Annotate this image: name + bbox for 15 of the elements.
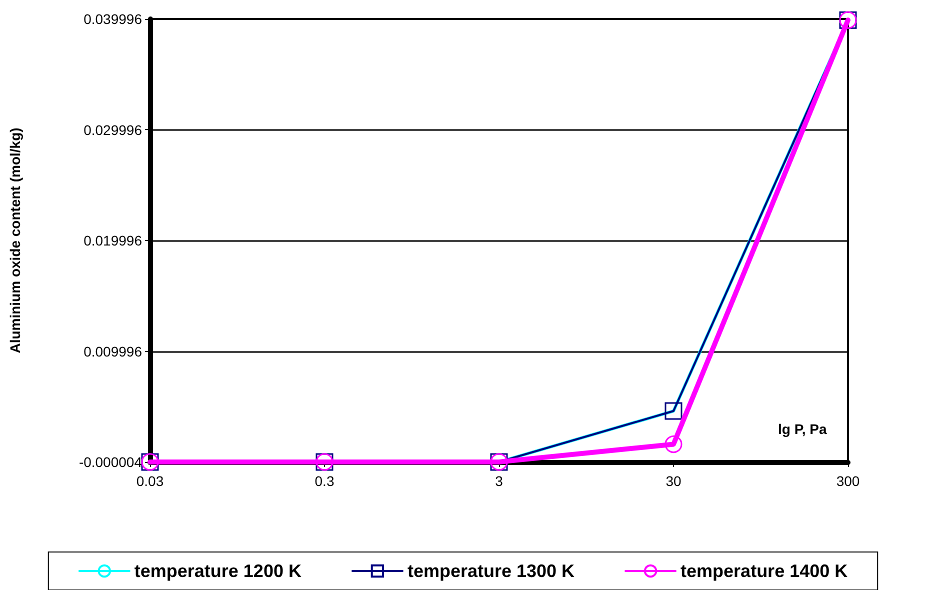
x-tick-label: 0.3 (314, 473, 334, 489)
y-tick-label: 0.009996 (84, 343, 142, 360)
legend-label: temperature 1200 K (134, 561, 302, 581)
y-tick-label: 0.019996 (84, 232, 142, 248)
x-tick-label: 300 (836, 473, 860, 489)
legend-label: temperature 1400 K (680, 561, 848, 581)
x-tick-label: 0.03 (136, 473, 164, 489)
y-tick-label: -0.000004 (78, 454, 142, 470)
x-tick-label: 30 (666, 473, 682, 489)
y-tick-label: 0.039996 (84, 11, 142, 27)
x-tick-label: 3 (495, 473, 504, 489)
x-axis-title: lg P, Pa (778, 420, 827, 437)
y-tick-label: 0.029996 (84, 122, 142, 138)
legend-label: temperature 1300 K (407, 561, 575, 581)
y-axis-title: Aluminium oxide content (mol/kg) (7, 128, 23, 354)
